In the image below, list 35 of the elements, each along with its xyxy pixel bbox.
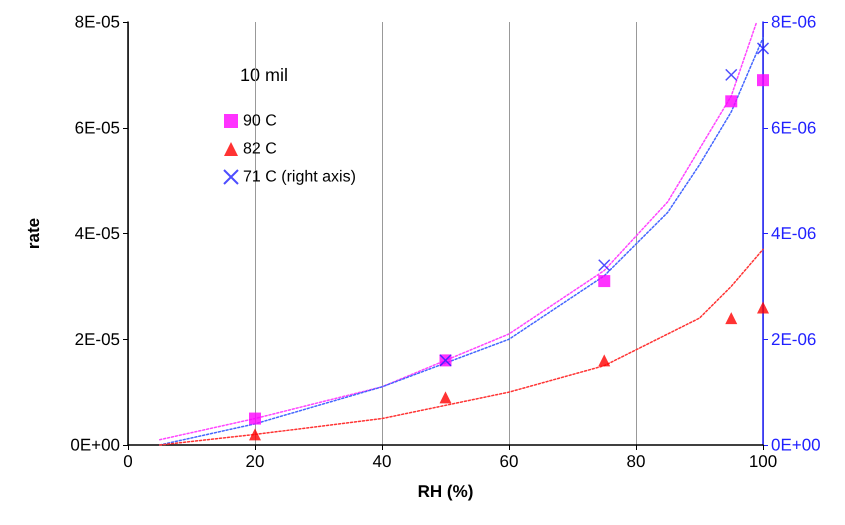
point [598, 354, 610, 366]
y2-tick-label: 6E-06 [771, 118, 816, 138]
legend-label: 90 C [243, 112, 277, 130]
point [598, 258, 610, 272]
y-tick-label: 0E+00 [70, 436, 120, 454]
line-series [159, 248, 764, 446]
y2-tick-label: 2E-06 [771, 330, 816, 349]
point [249, 428, 261, 440]
point [756, 42, 770, 55]
x-axis-title: RH (%) [418, 482, 474, 501]
x-tick-label: 0 [123, 452, 133, 471]
x-tick-label: 80 [626, 452, 646, 471]
y-tick-label: 8E-05 [74, 12, 120, 32]
point [249, 412, 261, 425]
point [757, 302, 769, 314]
y2-tick-label: 8E-06 [771, 12, 816, 32]
y-tick-label: 2E-05 [74, 330, 120, 349]
point [725, 68, 738, 82]
x-tick-label: 100 [748, 452, 778, 471]
x-tick-label: 20 [246, 452, 264, 471]
y-axis-title: rate [24, 218, 43, 250]
y2-tick-label: 4E-06 [771, 224, 816, 243]
y-tick-label: 4E-05 [74, 224, 120, 243]
legend-title: 10 mil [240, 65, 288, 85]
point [440, 391, 452, 404]
point [598, 275, 610, 288]
x-tick-label: 40 [372, 452, 392, 471]
y-tick-label: 6E-05 [74, 118, 120, 138]
legend-label: 82 C [243, 140, 277, 158]
point [725, 312, 738, 324]
point [725, 95, 738, 108]
point [757, 74, 769, 86]
legend-label: 71 C (right axis) [243, 168, 356, 186]
x-tick-label: 60 [500, 452, 518, 471]
y2-tick-label: 0E+00 [771, 436, 821, 454]
